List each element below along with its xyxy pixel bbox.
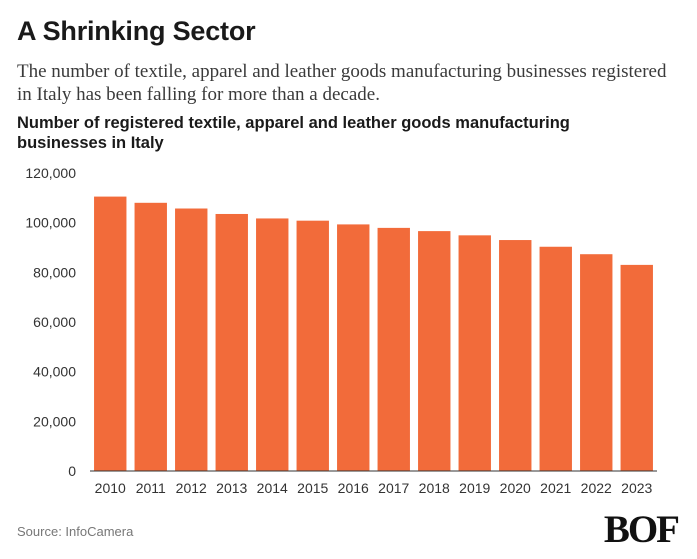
bar-2013 <box>215 213 248 471</box>
y-tick-label: 40,000 <box>33 364 76 380</box>
bof-logo: BOF <box>603 508 680 551</box>
chart-subtitle: The number of textile, apparel and leath… <box>17 61 667 105</box>
bar-2021 <box>539 246 572 471</box>
x-tick-label: 2019 <box>459 480 490 496</box>
x-tick-label: 2022 <box>581 480 612 496</box>
x-tick-label: 2010 <box>95 480 126 496</box>
y-tick-label: 120,000 <box>25 165 76 181</box>
y-tick-label: 80,000 <box>33 264 76 280</box>
bar-2019 <box>458 235 491 471</box>
bar-2023 <box>620 264 653 471</box>
x-tick-label: 2021 <box>540 480 571 496</box>
y-tick-label: 0 <box>68 463 76 479</box>
x-tick-label: 2012 <box>176 480 207 496</box>
x-tick-label: 2011 <box>136 480 166 496</box>
bar-2010 <box>94 196 127 471</box>
x-tick-label: 2020 <box>500 480 531 496</box>
x-tick-label: 2015 <box>297 480 328 496</box>
bar-2014 <box>256 218 289 471</box>
bar-2015 <box>296 220 329 471</box>
chart-heading: Number of registered textile, apparel an… <box>17 114 570 152</box>
source-note: Source: InfoCamera <box>17 524 134 539</box>
bar-chart: 0 20,000 40,000 60,000 80,000 100,000 120,000 2… <box>25 165 657 496</box>
bar-2016 <box>337 224 370 471</box>
x-tick-label: 2013 <box>216 480 247 496</box>
bar-2011 <box>134 202 167 472</box>
x-tick-label: 2017 <box>378 480 409 496</box>
x-tick-label: 2023 <box>621 480 652 496</box>
x-tick-label: 2018 <box>419 480 450 496</box>
bar-2012 <box>175 208 208 471</box>
bar-2022 <box>580 254 613 471</box>
x-tick-label: 2014 <box>257 480 288 496</box>
bar-2017 <box>377 227 410 471</box>
x-tick-label: 2016 <box>338 480 369 496</box>
y-tick-label: 20,000 <box>33 413 76 429</box>
y-tick-label: 60,000 <box>33 314 76 330</box>
bar-2018 <box>418 231 451 471</box>
chart-title: A Shrinking Sector <box>17 16 256 46</box>
y-tick-label: 100,000 <box>25 215 76 231</box>
bar-2020 <box>499 240 532 471</box>
